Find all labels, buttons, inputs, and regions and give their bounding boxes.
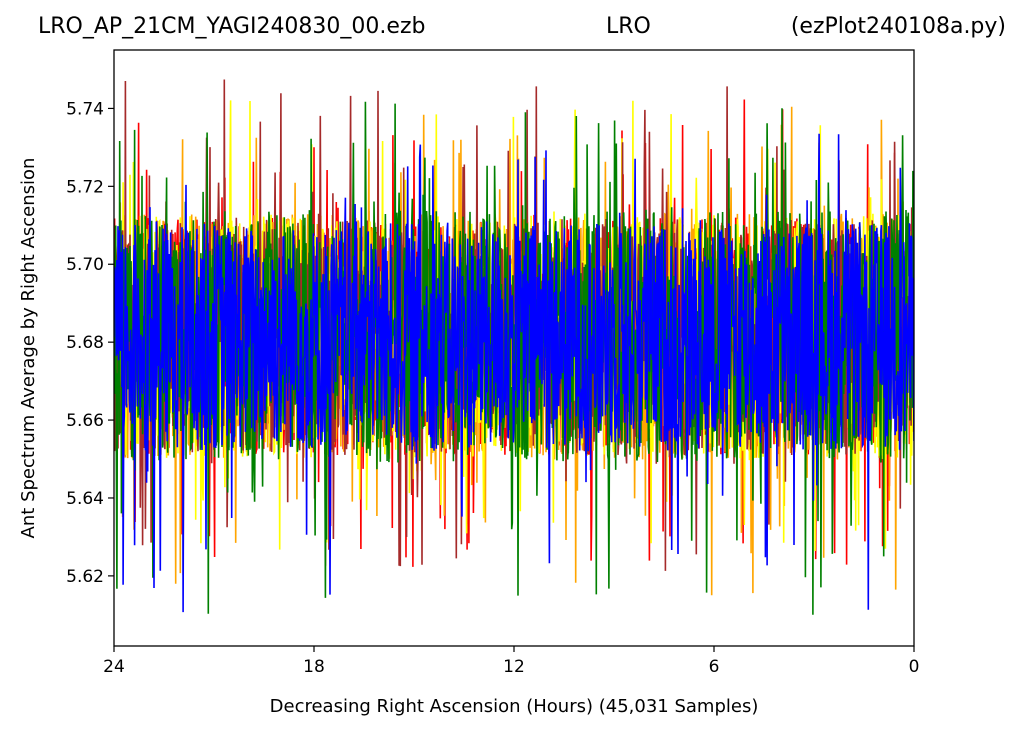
y-tick-label: 5.66 [66,411,104,431]
x-axis-label: Decreasing Right Ascension (Hours) (45,0… [270,696,759,717]
x-axis: 24 18 12 6 0 [103,646,919,677]
y-tick-label: 5.68 [66,333,104,353]
series-layer [114,79,914,615]
x-tick-label: 12 [503,657,525,677]
series-line [114,133,914,613]
y-tick-label: 5.74 [66,99,104,119]
x-tick-label: 6 [709,657,720,677]
y-tick-label: 5.72 [66,177,104,197]
chart-title: LRO_AP_21CM_YAGI240830_00.ezb LRO (ezPlo… [0,14,1024,44]
title-station: LRO [606,14,651,39]
title-filename: LRO_AP_21CM_YAGI240830_00.ezb [38,14,426,39]
x-tick-label: 24 [103,657,125,677]
y-tick-label: 5.62 [66,567,104,587]
x-tick-label: 18 [303,657,325,677]
x-tick-label: 0 [909,657,920,677]
title-script: (ezPlot240108a.py) [790,14,1006,39]
y-tick-label: 5.70 [66,255,104,275]
y-axis-label: Ant Spectrum Average by Right Ascension [18,158,39,539]
y-tick-label: 5.64 [66,489,104,509]
y-axis: 5.62 5.64 5.66 5.68 5.70 5.72 5.74 [66,99,114,587]
